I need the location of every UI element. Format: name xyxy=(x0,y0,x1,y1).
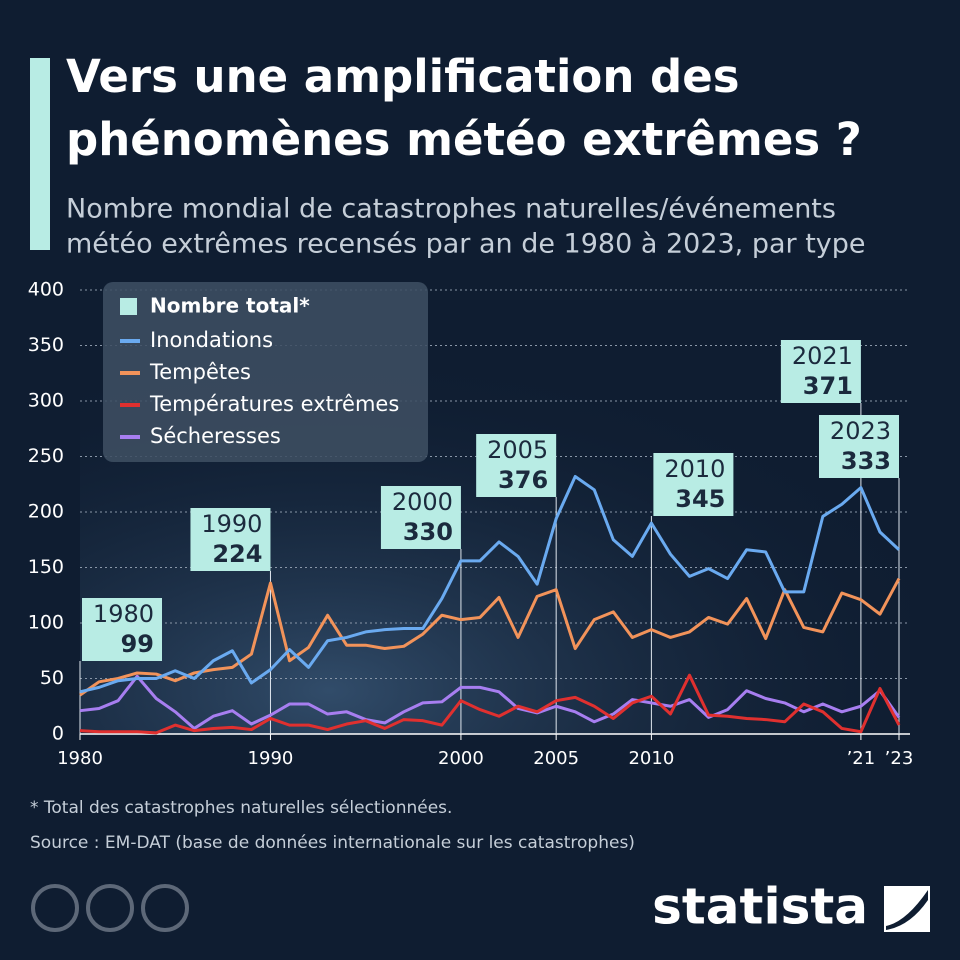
y-tick-label: 250 xyxy=(28,445,64,467)
y-tick-label: 150 xyxy=(28,556,64,578)
series-line xyxy=(79,673,901,735)
brand-logo: statista xyxy=(652,878,868,936)
annotation-year: 2005 xyxy=(487,436,548,464)
legend-label: Nombre total* xyxy=(150,294,310,318)
x-tick-label: 2000 xyxy=(438,748,484,769)
brand-icon-wave xyxy=(886,890,928,930)
legend-swatch xyxy=(120,298,137,315)
annotation-value: 345 xyxy=(675,485,725,513)
x-tick-label: ’23 xyxy=(885,748,914,769)
title-accent xyxy=(30,58,50,250)
source: Source : EM-DAT (base de données interna… xyxy=(30,833,635,853)
y-tick-label: 300 xyxy=(28,390,64,412)
chart-title: Vers une amplification des xyxy=(66,50,740,103)
annotation-box xyxy=(82,598,162,661)
annotation-year: 1980 xyxy=(93,600,154,628)
annotation-value: 333 xyxy=(841,447,891,475)
x-tick-label: 1990 xyxy=(248,748,294,769)
annotation-box xyxy=(780,340,861,403)
annotation-box xyxy=(380,486,461,549)
annotation-box xyxy=(819,415,899,478)
y-tick-label: 0 xyxy=(52,723,64,745)
annotation-year: 2021 xyxy=(792,342,853,370)
series-line xyxy=(79,577,901,697)
legend-label: Températures extrêmes xyxy=(149,392,399,416)
annotation-box xyxy=(653,453,734,516)
chart-subtitle: météo extrêmes recensés par an de 1980 à… xyxy=(66,229,866,260)
annotation-value: 371 xyxy=(803,372,853,400)
legend-label: Inondations xyxy=(150,328,273,352)
annotation-year: 2023 xyxy=(830,417,891,445)
y-tick-label: 100 xyxy=(28,612,64,634)
annotation-value: 99 xyxy=(121,630,154,658)
license-icons xyxy=(31,884,189,932)
legend-label: Sécheresses xyxy=(150,424,281,448)
x-tick-label: 1980 xyxy=(57,748,103,769)
x-tick-label: ’21 xyxy=(847,748,876,769)
annotation-box xyxy=(190,508,271,571)
annotation-value: 376 xyxy=(498,466,548,494)
annotation-value: 224 xyxy=(212,540,262,568)
x-tick-label: 2010 xyxy=(628,748,674,769)
brand-icon xyxy=(884,886,930,932)
annotation-year: 2010 xyxy=(664,455,725,483)
chart-title: phénomènes météo extrêmes ? xyxy=(66,113,862,166)
y-tick-label: 400 xyxy=(28,279,64,301)
annotation-year: 1990 xyxy=(201,510,262,538)
y-tick-label: 50 xyxy=(40,667,64,689)
chart-subtitle: Nombre mondial de catastrophes naturelle… xyxy=(66,194,836,225)
legend-box xyxy=(103,282,428,462)
legend-label: Tempêtes xyxy=(149,360,251,384)
y-tick-label: 350 xyxy=(28,334,64,356)
footnote: * Total des catastrophes naturelles séle… xyxy=(30,798,452,818)
y-tick-label: 200 xyxy=(28,501,64,523)
annotation-value: 330 xyxy=(403,518,453,546)
annotation-year: 2000 xyxy=(392,488,453,516)
series-line xyxy=(79,674,901,730)
x-tick-label: 2005 xyxy=(533,748,579,769)
series-line xyxy=(79,474,901,694)
annotation-box xyxy=(476,434,557,497)
